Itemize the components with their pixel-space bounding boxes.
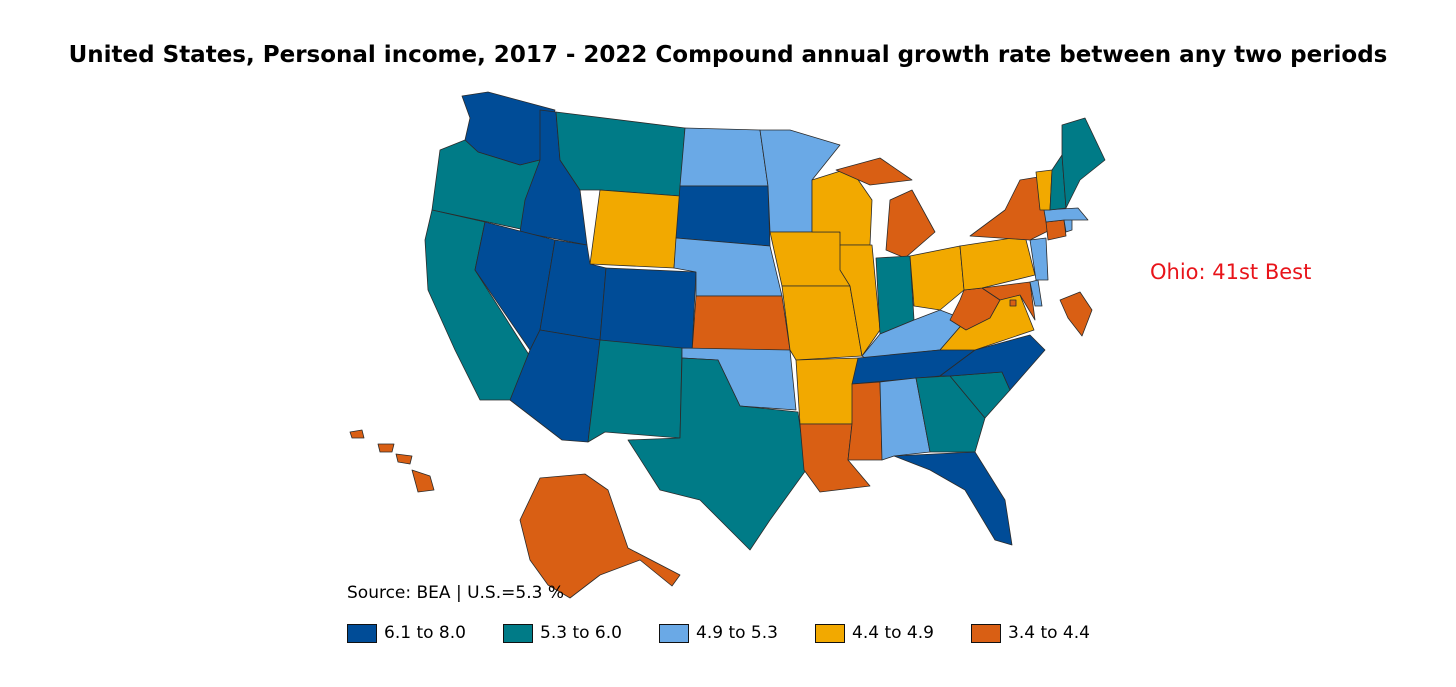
legend-label-5: 3.4 to 4.4 <box>1008 623 1090 643</box>
state-PA[interactable] <box>959 235 1036 291</box>
legend-item-4: 4.4 to 4.9 <box>815 623 971 643</box>
state-ME[interactable] <box>1061 117 1106 209</box>
state-IA[interactable] <box>769 231 851 287</box>
legend-swatch-2 <box>503 623 533 643</box>
state-NJ[interactable] <box>1029 237 1049 281</box>
state-AL[interactable] <box>879 377 931 461</box>
map-title: United States, Personal income, 2017 - 2… <box>68 42 1388 68</box>
state-CO[interactable] <box>599 267 697 353</box>
legend-swatch-3 <box>659 623 689 643</box>
state-ND[interactable] <box>679 127 769 187</box>
legend-item-1: 6.1 to 8.0 <box>347 623 503 643</box>
state-TX[interactable] <box>627 357 807 551</box>
state-CT[interactable] <box>1045 219 1067 241</box>
ohio-annotation: Ohio: 41st Best <box>1150 260 1312 284</box>
state-WY[interactable] <box>589 189 681 269</box>
state-MI[interactable] <box>835 157 936 259</box>
state-HI[interactable] <box>349 429 435 493</box>
legend-item-2: 5.3 to 6.0 <box>503 623 659 643</box>
state-MO[interactable] <box>781 285 863 361</box>
legend-item-3: 4.9 to 5.3 <box>659 623 815 643</box>
legend-swatch-5 <box>971 623 1001 643</box>
state-DC[interactable] <box>1009 299 1017 307</box>
state-AK[interactable] <box>519 473 681 599</box>
state-OH[interactable] <box>909 245 965 311</box>
state-NM[interactable] <box>587 339 683 443</box>
state-SD[interactable] <box>675 185 771 247</box>
legend: 6.1 to 8.0 5.3 to 6.0 4.9 to 5.3 4.4 to … <box>347 623 1127 643</box>
state-MD[interactable] <box>981 281 1036 321</box>
legend-label-2: 5.3 to 6.0 <box>540 623 622 643</box>
legend-swatch-1 <box>347 623 377 643</box>
source-note: Source: BEA | U.S.=5.3 % <box>347 583 564 603</box>
state-FL[interactable] <box>893 451 1013 546</box>
state-MA[interactable] <box>1043 207 1089 223</box>
state-AR[interactable] <box>795 357 859 425</box>
legend-label-4: 4.4 to 4.9 <box>852 623 934 643</box>
state-MT[interactable] <box>555 111 686 197</box>
legend-label-3: 4.9 to 5.3 <box>696 623 778 643</box>
state-MS[interactable] <box>847 381 883 461</box>
legend-item-5: 3.4 to 4.4 <box>971 623 1127 643</box>
state-KS[interactable] <box>691 295 791 353</box>
state-NC[interactable] <box>939 334 1046 391</box>
state-DE[interactable] <box>1029 279 1043 307</box>
legend-swatch-4 <box>815 623 845 643</box>
state-ME-dc-extra <box>1059 291 1093 337</box>
legend-label-1: 6.1 to 8.0 <box>384 623 466 643</box>
